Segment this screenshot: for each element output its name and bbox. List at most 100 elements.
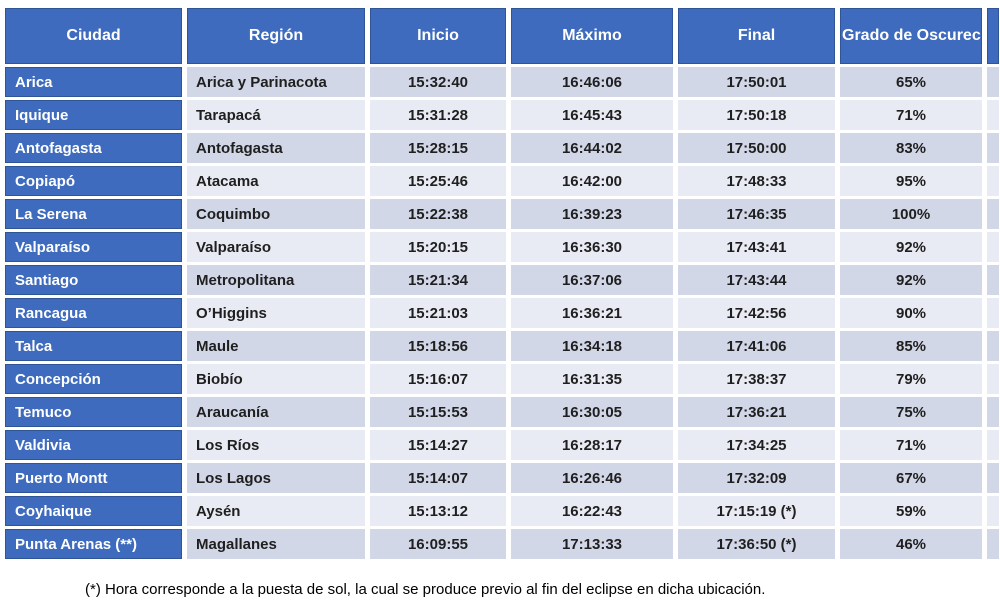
footnote-sunset: (*) Hora corresponde a la puesta de sol,… xyxy=(85,581,766,598)
grado-cell: 92% xyxy=(840,232,982,262)
table-row: Punta Arenas (**) Magallanes 16:09:55 17… xyxy=(5,529,999,559)
maximo-cell: 16:44:02 xyxy=(511,133,673,163)
table-row: Antofagasta Antofagasta 15:28:15 16:44:0… xyxy=(5,133,999,163)
table-row: Talca Maule 15:18:56 16:34:18 17:41:06 8… xyxy=(5,331,999,361)
table-row: Coyhaique Aysén 15:13:12 16:22:43 17:15:… xyxy=(5,496,999,526)
table-clip-region: Ciudad Región Inicio Máximo Final Grado … xyxy=(0,5,1000,562)
region-cell: Coquimbo xyxy=(187,199,365,229)
inicio-cell: 15:22:38 xyxy=(370,199,506,229)
clipped-cell xyxy=(987,232,999,262)
inicio-cell: 15:21:03 xyxy=(370,298,506,328)
column-header-final: Final xyxy=(678,8,835,64)
inicio-cell: 15:13:12 xyxy=(370,496,506,526)
final-cell: 17:43:44 xyxy=(678,265,835,295)
region-cell: Atacama xyxy=(187,166,365,196)
column-header-maximo: Máximo xyxy=(511,8,673,64)
grado-cell: 59% xyxy=(840,496,982,526)
city-cell: Valparaíso xyxy=(5,232,182,262)
city-cell: Iquique xyxy=(5,100,182,130)
inicio-cell: 15:28:15 xyxy=(370,133,506,163)
maximo-cell: 16:36:30 xyxy=(511,232,673,262)
grado-cell: 71% xyxy=(840,430,982,460)
inicio-cell: 15:20:15 xyxy=(370,232,506,262)
grado-cell: 95% xyxy=(840,166,982,196)
table-row: Puerto Montt Los Lagos 15:14:07 16:26:46… xyxy=(5,463,999,493)
final-cell: 17:15:19 (*) xyxy=(678,496,835,526)
clipped-cell xyxy=(987,463,999,493)
maximo-cell: 17:13:33 xyxy=(511,529,673,559)
clipped-cell xyxy=(987,265,999,295)
maximo-cell: 16:26:46 xyxy=(511,463,673,493)
region-cell: Arica y Parinacota xyxy=(187,67,365,97)
grado-cell: 65% xyxy=(840,67,982,97)
clipped-cell xyxy=(987,397,999,427)
maximo-cell: 16:22:43 xyxy=(511,496,673,526)
maximo-cell: 16:30:05 xyxy=(511,397,673,427)
table-row: Arica Arica y Parinacota 15:32:40 16:46:… xyxy=(5,67,999,97)
inicio-cell: 15:21:34 xyxy=(370,265,506,295)
city-cell: Puerto Montt xyxy=(5,463,182,493)
clipped-cell xyxy=(987,199,999,229)
maximo-cell: 16:45:43 xyxy=(511,100,673,130)
inicio-cell: 15:32:40 xyxy=(370,67,506,97)
maximo-cell: 16:37:06 xyxy=(511,265,673,295)
table-row: Temuco Araucanía 15:15:53 16:30:05 17:36… xyxy=(5,397,999,427)
table-row: Copiapó Atacama 15:25:46 16:42:00 17:48:… xyxy=(5,166,999,196)
region-cell: O’Higgins xyxy=(187,298,365,328)
inicio-cell: 15:31:28 xyxy=(370,100,506,130)
region-cell: Los Ríos xyxy=(187,430,365,460)
final-cell: 17:50:00 xyxy=(678,133,835,163)
grado-cell: 71% xyxy=(840,100,982,130)
footnotes: (*) Hora corresponde a la puesta de sol,… xyxy=(85,578,1000,602)
table-row: Rancagua O’Higgins 15:21:03 16:36:21 17:… xyxy=(5,298,999,328)
inicio-cell: 16:09:55 xyxy=(370,529,506,559)
inicio-cell: 15:18:56 xyxy=(370,331,506,361)
region-cell: Los Lagos xyxy=(187,463,365,493)
maximo-cell: 16:28:17 xyxy=(511,430,673,460)
eclipse-times-table: Ciudad Región Inicio Máximo Final Grado … xyxy=(0,5,1000,562)
city-cell: Rancagua xyxy=(5,298,182,328)
final-cell: 17:41:06 xyxy=(678,331,835,361)
final-cell: 17:32:09 xyxy=(678,463,835,493)
region-cell: Antofagasta xyxy=(187,133,365,163)
region-cell: Metropolitana xyxy=(187,265,365,295)
clipped-cell xyxy=(987,529,999,559)
clipped-cell xyxy=(987,298,999,328)
clipped-cell xyxy=(987,364,999,394)
grado-cell: 75% xyxy=(840,397,982,427)
final-cell: 17:42:56 xyxy=(678,298,835,328)
region-cell: Valparaíso xyxy=(187,232,365,262)
clipped-cell xyxy=(987,331,999,361)
final-cell: 17:48:33 xyxy=(678,166,835,196)
grado-cell: 85% xyxy=(840,331,982,361)
city-cell: Valdivia xyxy=(5,430,182,460)
inicio-cell: 15:14:27 xyxy=(370,430,506,460)
clipped-cell xyxy=(987,67,999,97)
table-row: Valparaíso Valparaíso 15:20:15 16:36:30 … xyxy=(5,232,999,262)
city-cell: La Serena xyxy=(5,199,182,229)
grado-cell: 46% xyxy=(840,529,982,559)
city-cell: Concepción xyxy=(5,364,182,394)
final-cell: 17:38:37 xyxy=(678,364,835,394)
table-header: Ciudad Región Inicio Máximo Final Grado … xyxy=(5,8,999,64)
city-cell: Punta Arenas (**) xyxy=(5,529,182,559)
maximo-cell: 16:31:35 xyxy=(511,364,673,394)
grado-cell: 67% xyxy=(840,463,982,493)
column-header-ciudad: Ciudad xyxy=(5,8,182,64)
maximo-cell: 16:46:06 xyxy=(511,67,673,97)
final-cell: 17:50:01 xyxy=(678,67,835,97)
city-cell: Copiapó xyxy=(5,166,182,196)
inicio-cell: 15:16:07 xyxy=(370,364,506,394)
maximo-cell: 16:42:00 xyxy=(511,166,673,196)
clipped-cell xyxy=(987,496,999,526)
grado-cell: 100% xyxy=(840,199,982,229)
region-cell: Magallanes xyxy=(187,529,365,559)
table-row: Valdivia Los Ríos 15:14:27 16:28:17 17:3… xyxy=(5,430,999,460)
table-row: Iquique Tarapacá 15:31:28 16:45:43 17:50… xyxy=(5,100,999,130)
city-cell: Arica xyxy=(5,67,182,97)
table-row: La Serena Coquimbo 15:22:38 16:39:23 17:… xyxy=(5,199,999,229)
inicio-cell: 15:15:53 xyxy=(370,397,506,427)
region-cell: Araucanía xyxy=(187,397,365,427)
city-cell: Temuco xyxy=(5,397,182,427)
